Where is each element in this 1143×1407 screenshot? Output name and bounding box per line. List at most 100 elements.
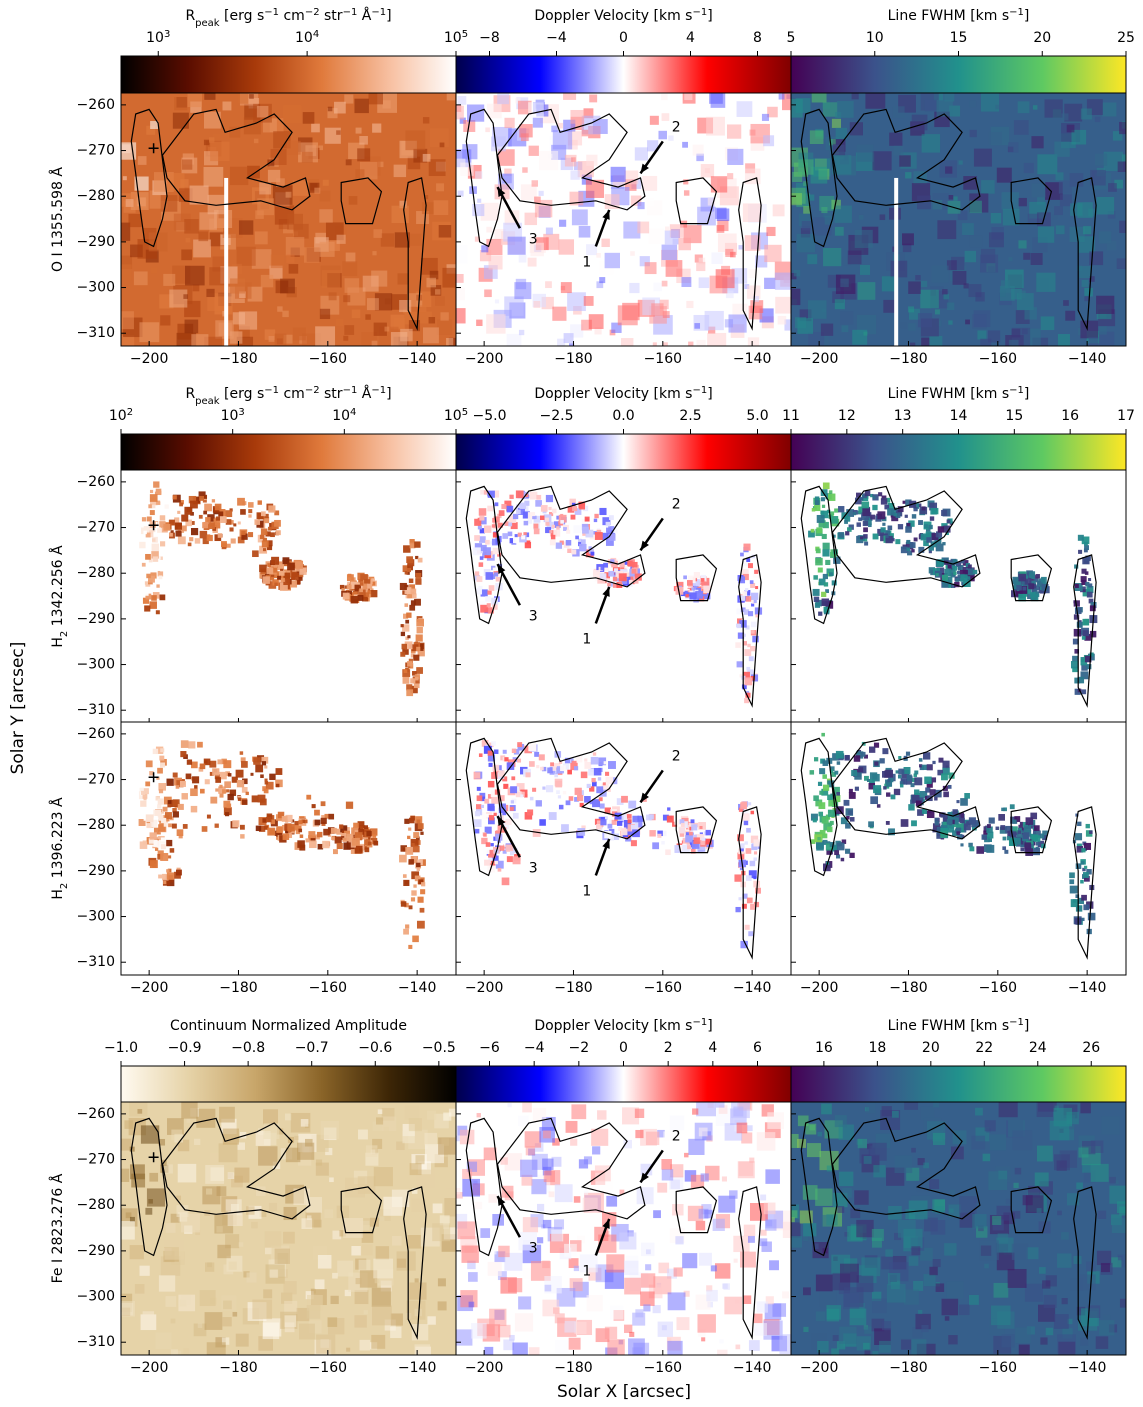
texture (219, 784, 223, 789)
texture (959, 569, 968, 578)
texture (472, 547, 481, 556)
texture (747, 563, 753, 569)
texture (494, 860, 498, 865)
texture (344, 1289, 352, 1297)
texture (653, 282, 663, 292)
texture (684, 93, 693, 101)
texture (179, 780, 186, 787)
texture (149, 510, 155, 516)
texture (870, 493, 874, 498)
texture (596, 820, 604, 827)
texture (407, 635, 411, 639)
texture (527, 512, 536, 520)
texture (426, 1110, 437, 1120)
texture (1084, 865, 1088, 869)
texture (406, 689, 414, 697)
texture (304, 819, 308, 824)
texture (829, 841, 835, 848)
texture (224, 781, 231, 789)
texture (969, 846, 975, 852)
texture (436, 183, 445, 192)
texture (577, 1235, 585, 1244)
texture (1011, 1243, 1029, 1260)
texture (959, 1304, 970, 1316)
texture (328, 292, 337, 301)
texture (348, 196, 358, 205)
texture (1073, 628, 1082, 637)
texture (492, 604, 498, 610)
texture (478, 753, 483, 757)
colorbar-tick-label: −2.5 (540, 408, 574, 424)
texture (577, 794, 584, 802)
texture (609, 284, 616, 292)
texture (488, 762, 493, 767)
texture (487, 750, 493, 756)
texture (967, 564, 972, 569)
texture (1021, 579, 1028, 587)
texture (1008, 838, 1017, 847)
texture (296, 1307, 310, 1322)
texture (827, 794, 833, 801)
texture (988, 232, 1004, 248)
text-part: −1 (1009, 7, 1024, 18)
texture (746, 558, 751, 562)
x-tick-label: −200 (800, 980, 838, 996)
texture (237, 521, 241, 525)
texture (358, 589, 366, 597)
texture (821, 504, 826, 508)
texture (362, 275, 379, 292)
texture (509, 806, 514, 811)
texture (241, 533, 248, 540)
texture (826, 1165, 833, 1172)
texture (402, 590, 407, 595)
texture (521, 535, 526, 540)
texture (960, 574, 968, 582)
texture (406, 556, 413, 564)
texture (1078, 1147, 1089, 1158)
texture (306, 794, 312, 800)
y-tick-label: −270 (77, 143, 115, 159)
texture (691, 824, 698, 831)
texture (1116, 1201, 1126, 1214)
row-label: Fe I 2823.276 Å (49, 1173, 66, 1283)
texture (262, 1322, 280, 1340)
texture (874, 1328, 891, 1345)
texture (1017, 101, 1030, 114)
texture (1064, 103, 1083, 122)
texture (527, 809, 534, 816)
texture (1070, 661, 1079, 669)
texture (736, 623, 742, 629)
texture (529, 761, 535, 767)
texture (288, 264, 299, 274)
texture (911, 1246, 921, 1256)
texture (973, 310, 991, 328)
texture (413, 843, 417, 848)
texture (948, 1204, 962, 1218)
texture (264, 1231, 282, 1248)
texture (570, 762, 578, 771)
texture (687, 845, 692, 850)
texture (435, 296, 445, 306)
texture (835, 127, 848, 140)
colorbar (455, 1065, 792, 1104)
texture (828, 490, 833, 494)
texture (1015, 589, 1023, 597)
texture (913, 537, 918, 542)
texture (1081, 848, 1086, 853)
texture (782, 1221, 791, 1238)
texture (937, 526, 945, 533)
texture (492, 567, 497, 572)
texture (1027, 1185, 1040, 1198)
texture (473, 819, 482, 828)
texture (275, 779, 283, 788)
texture (1044, 99, 1063, 118)
texture (257, 198, 275, 216)
texture (863, 1156, 872, 1164)
texture (532, 117, 543, 128)
texture (900, 322, 907, 329)
texture (1049, 1120, 1070, 1141)
texture (397, 273, 409, 285)
texture (227, 773, 232, 777)
texture (800, 228, 811, 238)
texture (959, 1212, 975, 1228)
